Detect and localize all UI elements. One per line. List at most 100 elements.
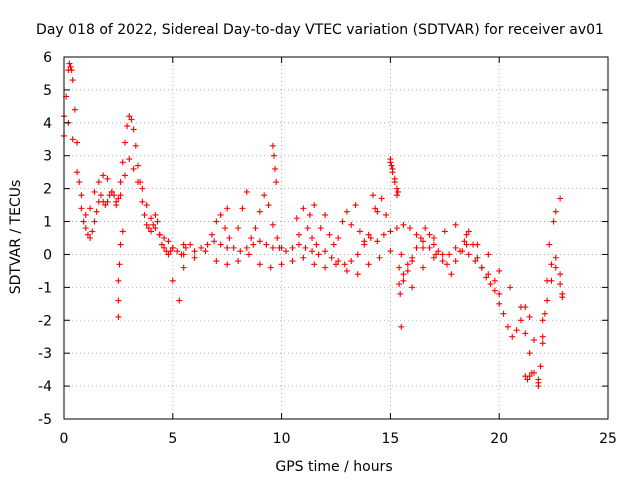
data-point-main-trace — [393, 225, 400, 232]
data-point-main-trace — [128, 116, 135, 123]
data-point-main-trace — [250, 241, 257, 248]
data-point-main-trace — [426, 244, 433, 251]
data-point-main-trace — [87, 235, 94, 241]
data-point-secondary-trace — [387, 248, 394, 255]
data-point-arc-segments — [335, 235, 342, 241]
data-point-outliers — [388, 162, 395, 169]
data-point-arc-segments — [269, 221, 276, 228]
data-point-main-trace — [134, 162, 141, 169]
axis-ticks: 0 5 10 15 20 25 -5 -4 -3 -2 -1 0 1 2 3 4 5 6 — [38, 50, 617, 447]
data-point-main-trace — [204, 241, 211, 248]
data-point-secondary-trace — [526, 350, 533, 357]
data-point-secondary-trace — [91, 188, 98, 195]
data-point-outliers — [539, 340, 546, 347]
data-point-main-trace — [152, 211, 159, 218]
data-point-arc-segments — [213, 218, 220, 225]
data-point-arc-segments — [400, 277, 407, 284]
data-point-main-trace — [526, 313, 533, 320]
data-point-arc-segments — [496, 300, 503, 307]
y-tick-label: -2 — [38, 313, 52, 329]
x-tick-label: 0 — [60, 431, 69, 447]
data-point-main-trace — [117, 179, 124, 186]
data-point-main-trace — [485, 271, 492, 278]
data-point-secondary-trace — [376, 254, 383, 261]
data-point-main-trace — [439, 258, 446, 265]
data-point-main-trace — [211, 238, 218, 245]
data-point-outliers — [557, 195, 564, 202]
data-point-main-trace — [335, 258, 342, 265]
y-tick-label: 0 — [43, 247, 52, 263]
data-point-arc-segments — [452, 258, 459, 265]
data-point-secondary-trace — [398, 251, 405, 258]
data-point-main-trace — [354, 251, 361, 258]
data-point-main-trace — [224, 244, 231, 251]
data-point-main-trace — [504, 323, 511, 330]
data-point-main-trace — [341, 261, 348, 268]
data-point-outliers — [393, 185, 400, 192]
data-point-secondary-trace — [441, 228, 448, 235]
data-point-outliers — [115, 277, 122, 284]
data-point-secondary-trace — [507, 284, 514, 291]
data-point-secondary-trace — [245, 251, 252, 258]
data-point-arc-segments — [417, 235, 424, 241]
grid-lines — [64, 57, 608, 419]
data-point-main-trace — [509, 333, 516, 340]
data-point-main-trace — [119, 159, 126, 166]
data-point-main-trace — [282, 248, 289, 255]
data-point-secondary-trace — [139, 185, 146, 192]
data-point-secondary-trace — [87, 205, 94, 212]
data-point-outliers — [400, 271, 407, 278]
data-point-arc-segments — [339, 218, 346, 225]
data-point-main-trace — [230, 244, 237, 251]
data-point-main-trace — [263, 241, 270, 248]
data-point-main-trace — [145, 225, 152, 232]
data-point-secondary-trace — [496, 267, 503, 274]
data-point-arc-segments — [374, 208, 381, 215]
data-point-main-trace — [104, 198, 111, 205]
data-point-outliers — [224, 205, 231, 212]
data-point-arc-segments — [443, 261, 450, 268]
data-point-outliers — [369, 192, 376, 199]
data-point-outliers — [389, 169, 396, 176]
data-point-secondary-trace — [104, 175, 111, 182]
data-point-outliers — [116, 261, 123, 268]
data-point-main-trace — [97, 192, 104, 199]
data-point-main-trace — [302, 244, 309, 251]
data-point-main-trace — [198, 244, 205, 251]
data-point-arc-segments — [265, 202, 272, 209]
data-point-outliers — [293, 215, 300, 222]
y-tick-label: -1 — [38, 280, 52, 296]
data-point-arc-segments — [326, 231, 333, 238]
data-point-arc-segments — [256, 208, 263, 215]
data-point-main-trace — [243, 244, 250, 251]
data-point-main-trace — [433, 251, 440, 258]
data-point-arc-segments — [383, 211, 390, 218]
data-point-secondary-trace — [148, 215, 155, 222]
data-point-arc-segments — [448, 271, 455, 278]
data-point-secondary-trace — [113, 202, 120, 209]
data-point-main-trace — [296, 241, 303, 248]
data-point-arc-segments — [439, 251, 446, 258]
data-point-secondary-trace — [289, 258, 296, 265]
data-point-arc-segments — [222, 225, 229, 232]
data-point-main-trace — [446, 251, 453, 258]
data-point-secondary-trace — [117, 192, 124, 199]
data-point-arc-segments — [235, 225, 242, 232]
data-point-arc-segments — [274, 235, 281, 241]
data-point-secondary-trace — [161, 235, 168, 241]
data-point-secondary-trace — [343, 267, 350, 274]
data-point-main-trace — [531, 337, 538, 344]
data-point-main-trace — [406, 225, 413, 232]
data-point-arc-segments — [356, 228, 363, 235]
data-point-secondary-trace — [539, 333, 546, 340]
data-point-outliers — [537, 363, 544, 370]
data-point-main-trace — [548, 261, 555, 268]
data-point-secondary-trace — [517, 304, 524, 311]
data-point-main-trace — [374, 238, 381, 245]
data-point-arc-segments — [491, 287, 498, 294]
data-point-outliers — [524, 376, 531, 383]
data-point-secondary-trace — [74, 169, 81, 176]
data-point-outliers — [397, 290, 404, 297]
data-point-main-trace — [452, 244, 459, 251]
data-point-main-trace — [496, 290, 503, 297]
